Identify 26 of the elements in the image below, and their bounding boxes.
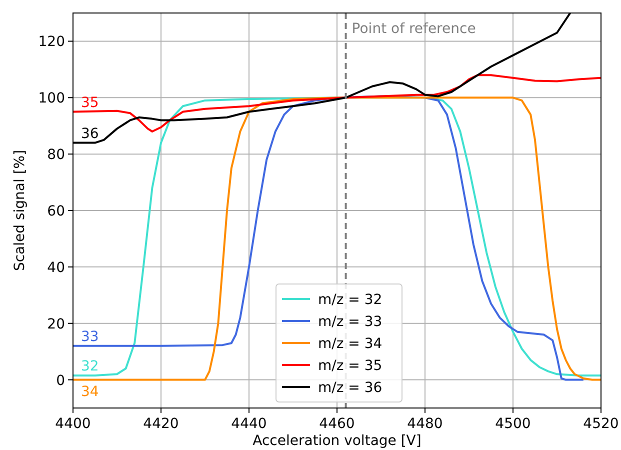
y-tick-label: 0 bbox=[56, 372, 65, 389]
x-tick-label: 4400 bbox=[55, 416, 91, 432]
y-tick-label: 120 bbox=[38, 34, 65, 50]
x-tick-label: 4440 bbox=[231, 416, 267, 432]
annotation: 36 bbox=[81, 126, 99, 142]
annotation: 34 bbox=[81, 384, 99, 400]
legend-label: m/z = 35 bbox=[318, 358, 382, 374]
legend-label: m/z = 33 bbox=[318, 314, 382, 330]
y-tick-label: 60 bbox=[47, 204, 65, 220]
legend-label: m/z = 32 bbox=[318, 292, 382, 308]
y-tick-label: 40 bbox=[47, 260, 65, 276]
y-axis-title: Scaled signal [%] bbox=[12, 150, 28, 272]
x-tick-label: 4460 bbox=[319, 416, 355, 432]
annotation: 35 bbox=[81, 94, 99, 111]
x-axis-title: Acceleration voltage [V] bbox=[252, 433, 422, 449]
x-tick-label: 4520 bbox=[583, 416, 619, 432]
legend-label: m/z = 36 bbox=[318, 380, 382, 396]
y-tick-label: 20 bbox=[47, 316, 65, 332]
x-tick-label: 4480 bbox=[407, 416, 443, 432]
y-tick-label: 100 bbox=[38, 90, 65, 107]
x-tick-label: 4500 bbox=[495, 416, 531, 432]
x-tick-label: 4420 bbox=[143, 416, 179, 432]
annotation: 33 bbox=[81, 328, 99, 345]
annotation: 32 bbox=[81, 358, 99, 375]
legend-label: m/z = 34 bbox=[318, 336, 382, 352]
y-tick-label: 80 bbox=[47, 147, 65, 164]
